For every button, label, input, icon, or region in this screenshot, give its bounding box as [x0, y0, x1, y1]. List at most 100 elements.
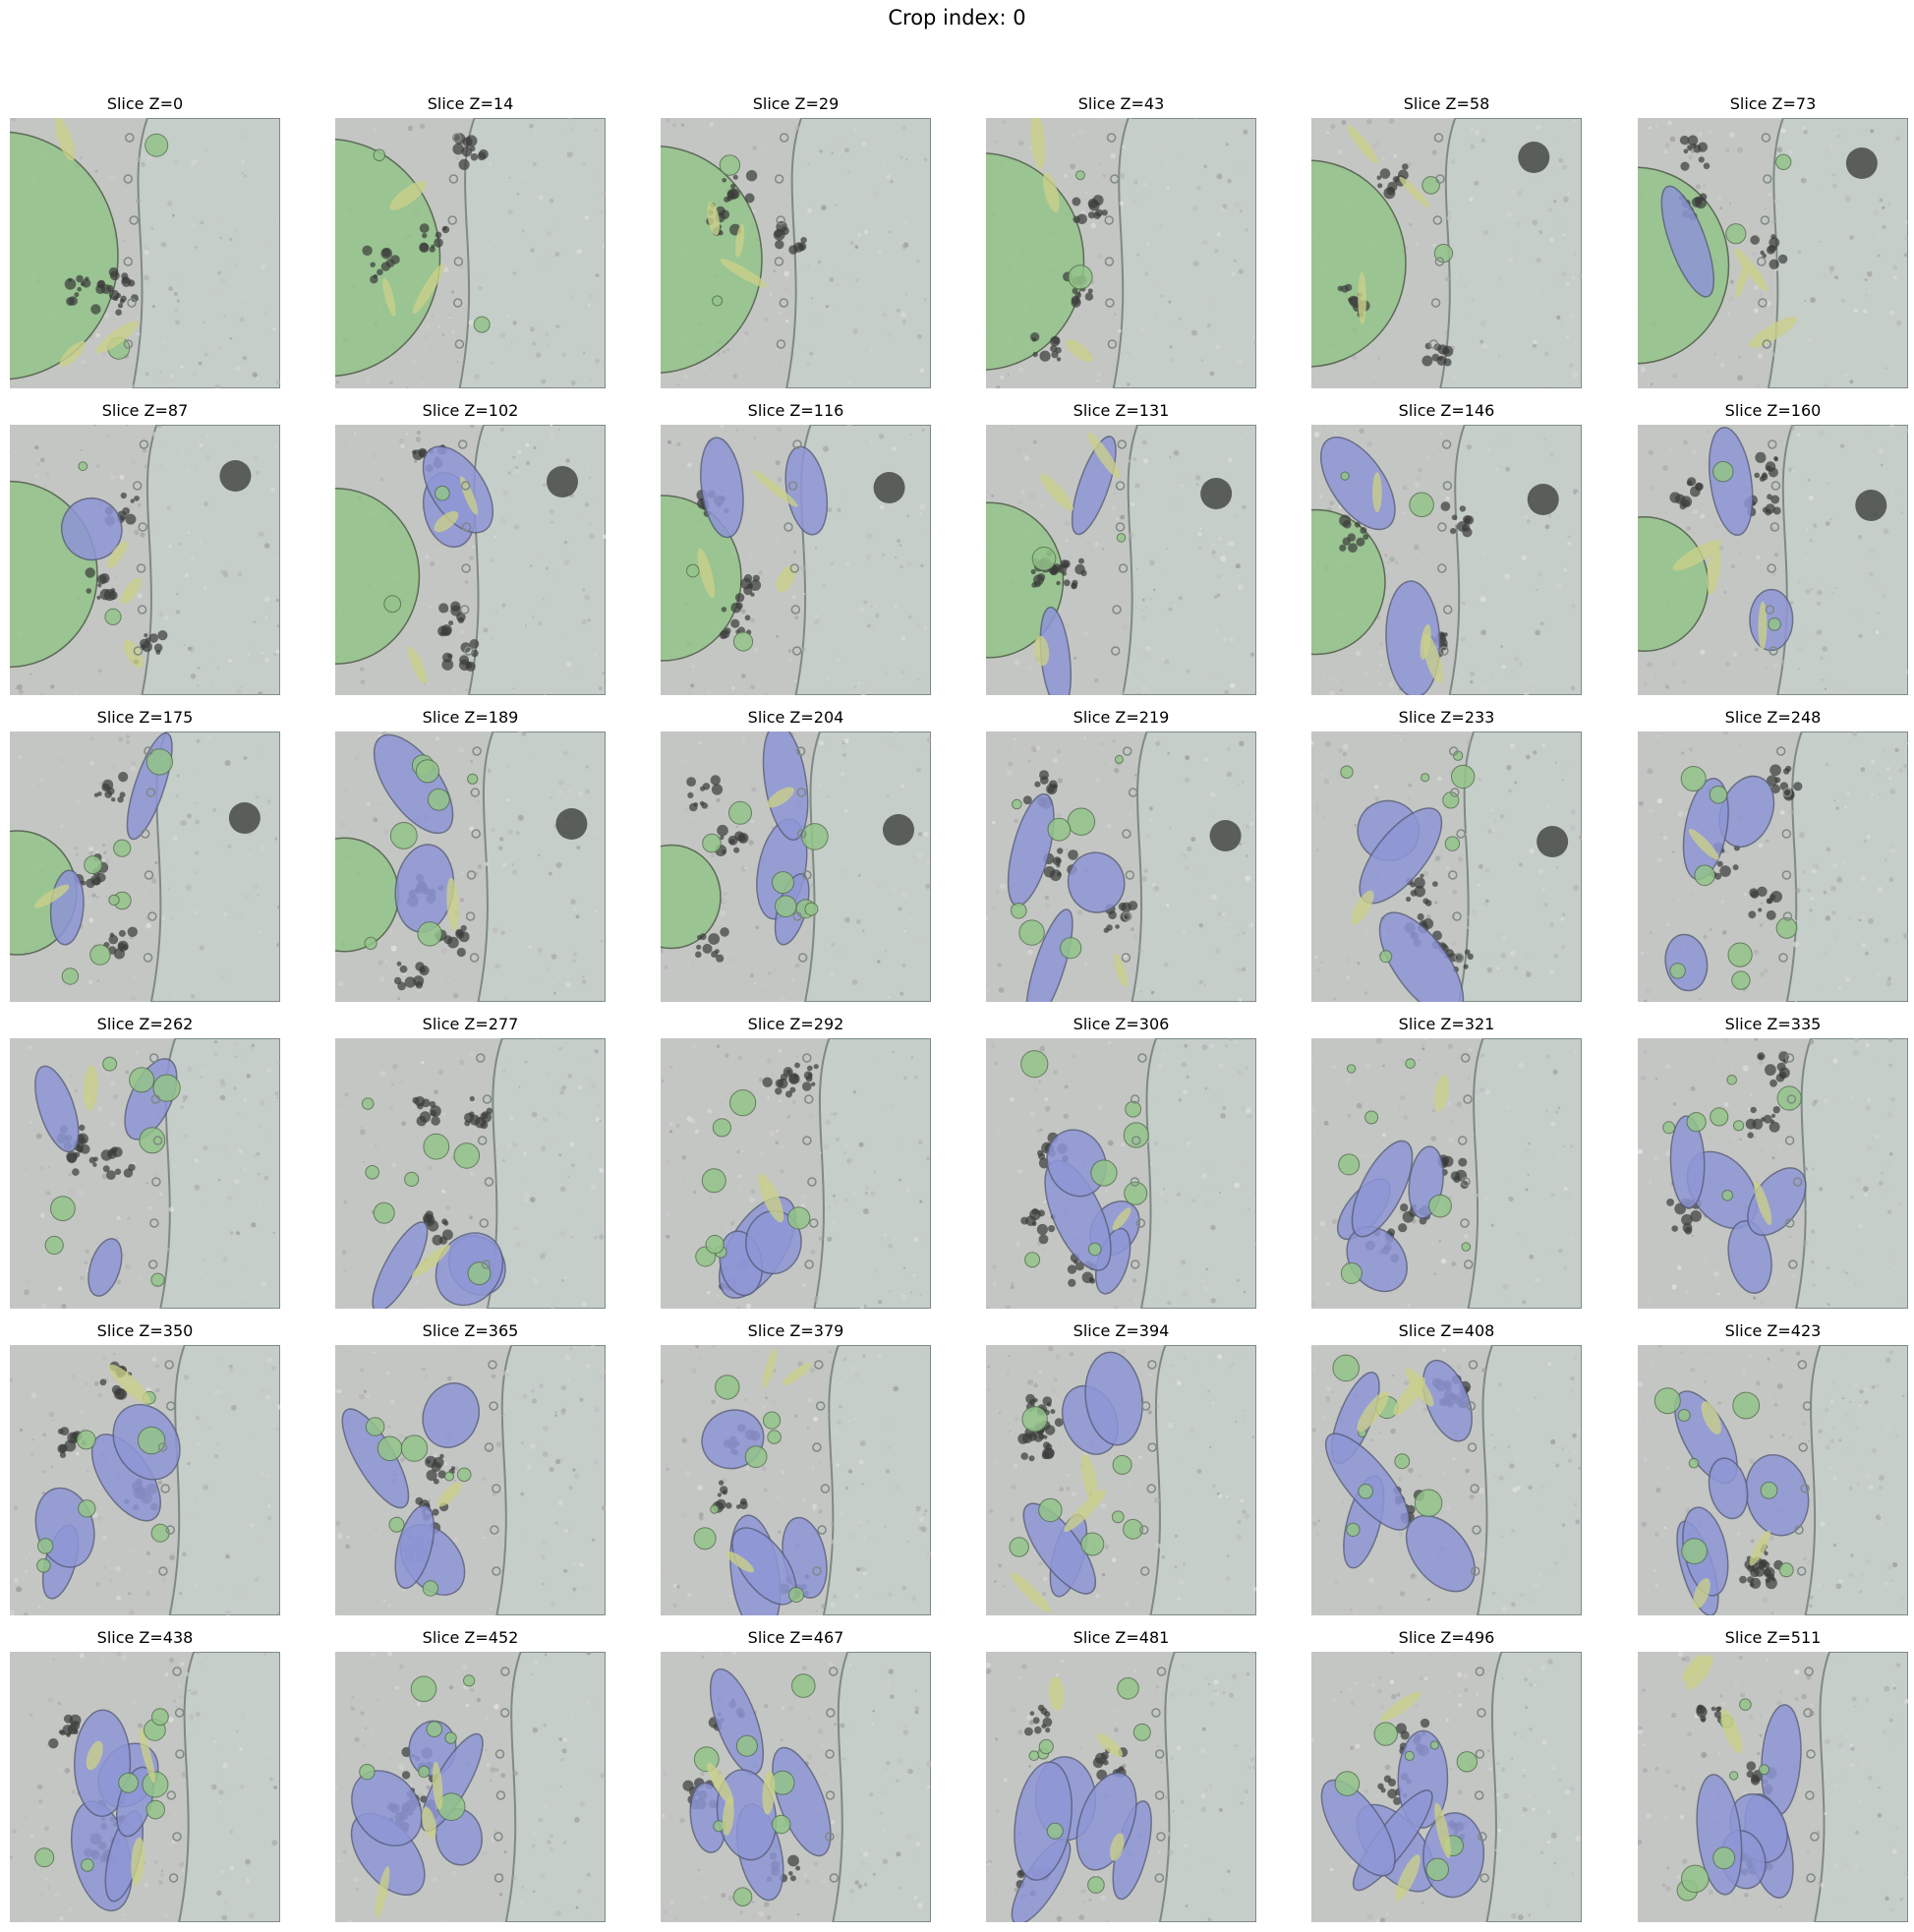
- em-slice-svg: [1311, 118, 1582, 388]
- slice-image: [10, 118, 280, 388]
- membrane-vesicle: [493, 1832, 503, 1842]
- slice-title: Slice Z=292: [747, 1015, 844, 1033]
- slice-image: [10, 732, 280, 1002]
- green-overlay-vesicle: [728, 800, 752, 825]
- cell-membrane-region: [785, 118, 931, 388]
- membrane-vesicle: [489, 1401, 498, 1411]
- membrane-vesicle: [1106, 133, 1117, 143]
- cell-membrane-region: [131, 118, 280, 388]
- green-overlay-vesicle: [1340, 765, 1354, 779]
- yellow-overlay-structure: [767, 787, 794, 808]
- membrane-vesicle: [1768, 439, 1777, 449]
- cell-membrane-region: [1813, 1652, 1908, 1922]
- yellow-overlay-structure: [722, 1796, 734, 1836]
- membrane-vesicle: [151, 1177, 161, 1187]
- green-overlay-vesicle: [1068, 264, 1093, 290]
- green-overlay-vesicle: [142, 1771, 169, 1798]
- yellow-overlay-structure: [139, 1727, 155, 1784]
- em-slice-svg: [661, 1345, 931, 1615]
- membrane-vesicle: [812, 1566, 822, 1576]
- green-overlay-vesicle: [1662, 1121, 1676, 1135]
- green-overlay-vesicle: [719, 154, 741, 176]
- yellow-overlay-structure: [1749, 316, 1798, 348]
- membrane-vesicle: [1788, 1259, 1798, 1269]
- yellow-overlay-structure: [83, 1065, 98, 1111]
- green-overlay-vesicle: [1429, 1740, 1440, 1750]
- slice-image: [1311, 1652, 1582, 1922]
- dark-granules: [74, 772, 138, 960]
- yellow-overlay-structure: [1351, 890, 1374, 925]
- yellow-overlay-structure: [776, 565, 796, 593]
- slice-title: Slice Z=452: [422, 1628, 519, 1647]
- membrane-vesicle: [470, 788, 481, 797]
- em-slice-svg: [1638, 1345, 1908, 1615]
- yellow-overlay-structure: [1087, 433, 1121, 479]
- membrane-vesicle: [1122, 911, 1132, 921]
- slice-image: [10, 1345, 280, 1615]
- membrane-vesicle: [168, 1873, 179, 1883]
- green-overlay-vesicle: [1726, 1075, 1737, 1085]
- green-overlay-vesicle: [373, 148, 386, 162]
- membrane-vesicle: [1154, 1790, 1165, 1800]
- membrane-vesicle: [149, 1218, 159, 1228]
- green-overlay-vesicle: [444, 1471, 455, 1482]
- em-slice-svg: [10, 1652, 280, 1922]
- slice-image: [986, 118, 1256, 388]
- green-overlay-vesicle: [735, 1734, 758, 1757]
- green-overlay-vesicle: [701, 1168, 726, 1194]
- green-overlay-vesicle: [1776, 1085, 1802, 1111]
- green-overlay-vesicle: [1038, 1738, 1054, 1755]
- membrane-vesicle: [494, 1749, 505, 1759]
- green-overlay-vesicle: [473, 316, 491, 333]
- green-overlay-vesicle: [732, 631, 754, 652]
- yellow-overlay-structure: [1434, 1075, 1450, 1112]
- dark-extracellular-body: [873, 472, 905, 503]
- membrane-vesicle: [1430, 298, 1441, 308]
- green-overlay-nucleus: [335, 488, 421, 665]
- membrane-vesicle: [1457, 1136, 1468, 1145]
- green-overlay-vesicle: [1712, 1846, 1736, 1870]
- yellow-overlay-structure: [432, 1761, 443, 1810]
- blue-overlay-organelle: [1022, 1502, 1097, 1595]
- cell-membrane-region: [1776, 425, 1908, 695]
- slice-image: [335, 1345, 606, 1615]
- membrane-vesicle: [1805, 1790, 1815, 1800]
- green-overlay-vesicle: [104, 608, 122, 625]
- membrane-vesicle: [825, 1749, 835, 1759]
- membrane-vesicle: [492, 1566, 501, 1576]
- membrane-vesicle: [1784, 1136, 1795, 1145]
- yellow-overlay-structure: [762, 1348, 778, 1389]
- yellow-overlay-structure: [1033, 635, 1050, 667]
- green-overlay-vesicle: [1681, 1538, 1708, 1565]
- membrane-vesicle: [1804, 1667, 1814, 1676]
- em-slice-svg: [1311, 425, 1582, 695]
- membrane-vesicle: [820, 1484, 831, 1493]
- em-slice-svg: [986, 1652, 1256, 1922]
- green-overlay-vesicle: [1124, 1181, 1148, 1205]
- membrane-vesicle: [492, 1484, 501, 1493]
- membrane-vesicle: [477, 1136, 488, 1145]
- membrane-vesicle: [1131, 1259, 1140, 1269]
- membrane-vesicle: [482, 1094, 493, 1104]
- membrane-vesicle: [1456, 829, 1466, 839]
- membrane-vesicle: [1769, 646, 1778, 656]
- slice-image: [1311, 1038, 1582, 1309]
- membrane-vesicle: [795, 746, 806, 756]
- membrane-vesicle: [802, 1136, 812, 1145]
- membrane-vesicle: [152, 1136, 163, 1145]
- yellow-overlay-structure: [407, 646, 428, 684]
- cell-membrane-region: [803, 732, 931, 1002]
- membrane-vesicle: [461, 563, 471, 573]
- slice-title: Slice Z=379: [747, 1321, 844, 1340]
- green-overlay-vesicle: [1721, 1190, 1733, 1201]
- green-overlay-vesicle: [78, 1499, 96, 1518]
- green-overlay-vesicle: [1778, 1562, 1794, 1578]
- yellow-overlay-structure: [86, 1740, 103, 1771]
- green-overlay-vesicle: [1373, 1722, 1398, 1746]
- dark-extracellular-body: [555, 808, 588, 840]
- blue-overlay-organelle: [34, 1065, 80, 1153]
- green-overlay-vesicle: [1075, 170, 1085, 181]
- dark-extracellular-body: [1200, 478, 1233, 509]
- yellow-overlay-structure: [697, 548, 716, 599]
- em-slice-svg: [1311, 732, 1582, 1002]
